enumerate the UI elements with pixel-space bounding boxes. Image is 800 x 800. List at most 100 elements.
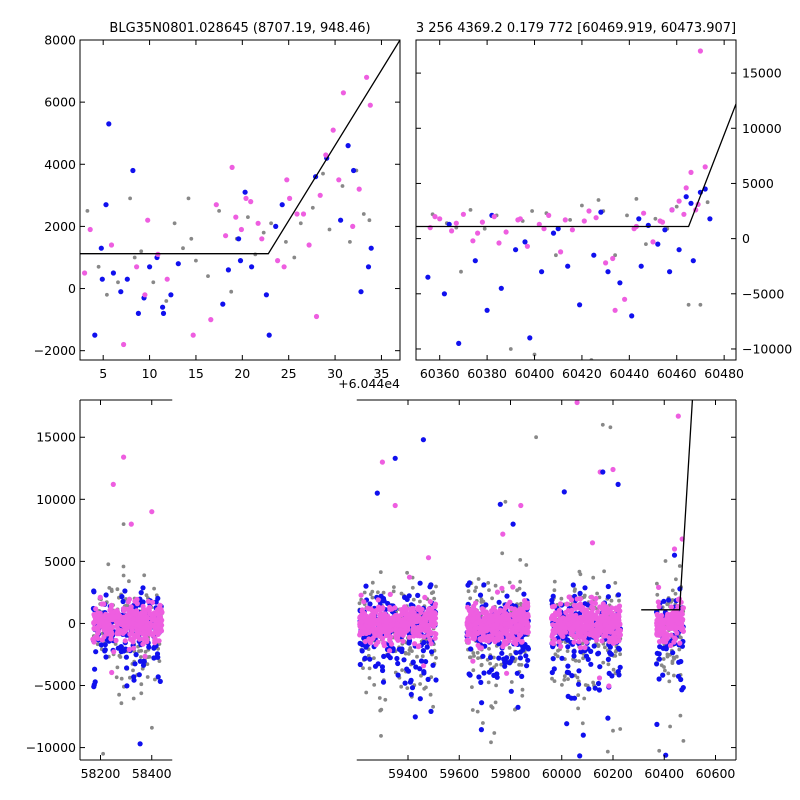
season-2-blue-point xyxy=(481,670,487,676)
season-1-gray-point xyxy=(357,601,362,606)
season-1-pink-point xyxy=(428,641,434,647)
season-1-pink-point xyxy=(381,618,387,624)
outlier-blue-point xyxy=(392,455,398,461)
series-blue-point xyxy=(220,301,226,307)
series-pink-point xyxy=(536,221,542,227)
season-2-gray-point xyxy=(492,731,497,735)
season-2-blue-point xyxy=(515,704,521,710)
season-0-pink-point xyxy=(108,602,115,609)
season-1-pink-point xyxy=(426,629,433,635)
series-blue-point xyxy=(124,276,130,282)
x-tick-label: 5 xyxy=(99,366,107,381)
season-3-blue-point xyxy=(582,585,588,591)
season-0-pink-point xyxy=(97,594,103,601)
season-2-gray-point xyxy=(471,668,476,673)
series-blue-point xyxy=(565,263,571,269)
series-pink-point xyxy=(255,220,261,226)
outlier-gray-point xyxy=(101,751,105,756)
series-blue-point xyxy=(236,236,242,242)
season-4-pink-point xyxy=(655,599,661,605)
season-1-pink-point xyxy=(380,628,386,634)
season-3-blue-point xyxy=(606,670,612,677)
y-tick-label: 0 xyxy=(68,281,76,296)
season-0-pink-point xyxy=(158,628,165,634)
season-2-blue-point xyxy=(488,667,495,673)
season-0-blue-point xyxy=(91,682,97,688)
outlier-gray-point xyxy=(600,422,605,427)
season-2-pink-point xyxy=(506,638,512,644)
season-0-gray-point xyxy=(115,587,120,592)
series-gray-point xyxy=(596,198,601,202)
season-3-blue-point xyxy=(576,668,582,674)
season-0-pink-point xyxy=(146,606,152,612)
season-4-blue-point xyxy=(654,650,660,656)
series-gray-point xyxy=(367,218,372,223)
season-4-gray-point xyxy=(677,647,682,652)
series-blue-point xyxy=(345,143,351,149)
series-blue-point xyxy=(645,222,651,228)
season-2-blue-point xyxy=(509,655,515,661)
y-tick-label: 4000 xyxy=(44,157,76,172)
series-blue-point xyxy=(550,230,557,236)
season-3-pink-point xyxy=(558,623,564,629)
series-pink-point xyxy=(330,127,336,133)
season-2-gray-point xyxy=(507,580,512,585)
season-3-pink-point xyxy=(593,595,599,602)
season-0-pink-point xyxy=(155,631,161,638)
season-1-gray-point xyxy=(434,656,438,660)
season-1-pink-point xyxy=(407,634,413,640)
season-3-pink-point xyxy=(577,632,583,638)
season-0-pink-point xyxy=(157,602,163,608)
season-1-pink-point xyxy=(376,621,382,627)
season-1-pink-point xyxy=(397,617,403,623)
season-3-blue-point xyxy=(570,582,576,588)
season-0-pink-point xyxy=(110,610,116,616)
season-3-pink-point xyxy=(557,617,563,623)
season-3-pink-point xyxy=(557,601,564,607)
season-1-gray-point xyxy=(415,654,419,659)
season-0-pink-point xyxy=(109,669,115,676)
season-2-gray-point xyxy=(470,708,475,712)
series-blue-point xyxy=(118,289,124,295)
season-3-blue-point xyxy=(605,583,611,590)
season-0-blue-point xyxy=(133,652,139,658)
season-3-blue-point xyxy=(595,650,602,656)
x-tick-label: 25 xyxy=(281,366,297,381)
season-3-blue-point xyxy=(607,644,613,650)
season-3-blue-point xyxy=(550,656,556,662)
x-tick-label: 60420 xyxy=(562,366,602,381)
season-1-pink-point xyxy=(358,624,365,630)
series-gray-point xyxy=(292,255,297,260)
series-blue-point xyxy=(598,209,604,215)
series-blue-point xyxy=(539,269,545,275)
season-4-gray-point xyxy=(659,663,664,668)
x-tick-label: 60600 xyxy=(696,766,736,781)
season-4-blue-point xyxy=(654,661,660,667)
series-pink-point xyxy=(427,225,433,231)
season-2-blue-point xyxy=(521,591,527,597)
season-1-pink-point xyxy=(370,608,376,614)
series-blue-point xyxy=(513,247,519,253)
outlier-pink-point xyxy=(589,540,596,546)
series-pink-point xyxy=(546,212,552,218)
series-gray-point xyxy=(246,215,250,220)
outlier-blue-point xyxy=(561,489,567,495)
season-3-gray-point xyxy=(555,654,560,659)
series-gray-point xyxy=(530,209,534,213)
season-3-gray-point xyxy=(602,569,606,574)
x-tick-label: 15 xyxy=(188,366,204,381)
season-3-pink-point xyxy=(560,633,566,640)
season-3-pink-point xyxy=(556,639,562,645)
season-4-pink-point xyxy=(657,618,663,624)
season-0-blue-point xyxy=(131,674,137,680)
season-1-pink-point xyxy=(358,592,364,598)
season-1-pink-point xyxy=(370,618,376,624)
outlier-pink-point xyxy=(574,400,580,406)
season-2-pink-point xyxy=(494,589,501,595)
season-2-blue-point xyxy=(466,671,472,677)
outlier-pink-point xyxy=(675,413,681,419)
season-2-blue-point xyxy=(481,582,487,588)
season-3-blue-point xyxy=(564,669,571,675)
series-gray-point xyxy=(698,302,703,307)
series-gray-point xyxy=(705,200,710,205)
